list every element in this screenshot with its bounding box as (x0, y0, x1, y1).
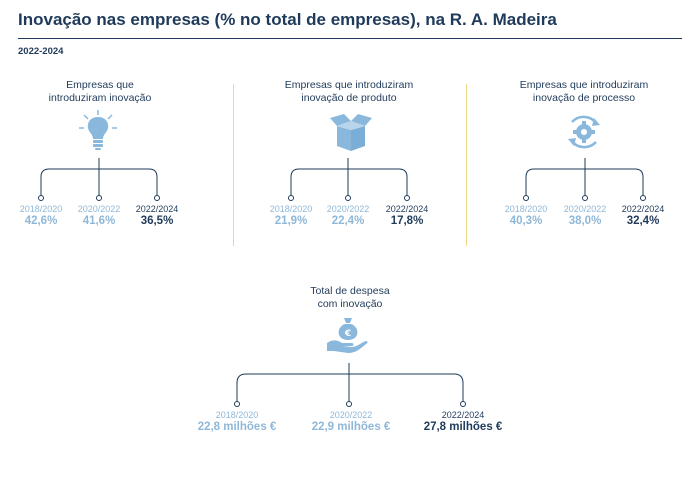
connector-tree (38, 158, 160, 201)
expense-period-value-2: 22,9 milhões € (311, 421, 391, 433)
panel-title-line1: Total de despesa (310, 285, 390, 297)
panel-title-line2: inovação de processo (532, 92, 636, 104)
lightbulb-icon (79, 110, 117, 150)
box-icon (330, 114, 372, 151)
period-value-3: 32,4% (626, 215, 660, 227)
connector-tree (288, 158, 410, 201)
panel-title: Empresas que introduziram inovação (0, 79, 200, 105)
period-label-2: 2020/2022 (563, 204, 607, 214)
period-value-2: 22,4% (331, 215, 365, 227)
panel-title: Empresas que introduziram inovação de pr… (249, 79, 449, 105)
connector-tree (523, 158, 646, 201)
panel-title-line1: Empresas que introduziram (519, 79, 649, 91)
gear-cycle-icon (568, 115, 600, 149)
panel-title-line2: com inovação (317, 298, 383, 310)
panel-innovation: Empresas que introduziram inovação 2018/… (0, 79, 200, 239)
title-underline (18, 38, 682, 39)
expense-period-value-1: 22,8 milhões € (197, 421, 277, 433)
panel-title-line1: Empresas que (66, 79, 134, 91)
panel-product-innovation: Empresas que introduziram inovação de pr… (249, 79, 449, 239)
expense-period-value-3: 27,8 milhões € (423, 421, 503, 433)
period-label-2: 2020/2022 (326, 204, 370, 214)
period-value-3: 17,8% (390, 215, 424, 227)
period-value-1: 21,9% (274, 215, 308, 227)
panel-title-line2: introduziram inovação (48, 92, 152, 104)
expense-period-label-2: 2020/2022 (329, 410, 373, 420)
panel-innovation-expense: Total de despesa com inovação € 2018/202… (150, 285, 550, 445)
period-label-3: 2022/2024 (621, 204, 665, 214)
panel-title: Total de despesa com inovação (150, 285, 550, 311)
period-label-3: 2022/2024 (385, 204, 429, 214)
svg-text:€: € (344, 329, 351, 339)
panel-title-line2: inovação de produto (301, 92, 397, 104)
panel-title-line1: Empresas que introduziram (284, 79, 414, 91)
expense-period-label-1: 2018/2020 (215, 410, 259, 420)
page-title: Inovação nas empresas (% no total de emp… (18, 10, 557, 29)
connector-tree (234, 363, 466, 407)
expense-period-label-3: 2022/2024 (441, 410, 485, 420)
period-value-1: 42,6% (24, 215, 58, 227)
divider-1 (233, 84, 234, 246)
period-value-1: 40,3% (509, 215, 543, 227)
divider-2 (466, 84, 467, 246)
period-value-2: 41,6% (82, 215, 116, 227)
period-label-1: 2018/2020 (504, 204, 548, 214)
period-label-2: 2020/2022 (77, 204, 121, 214)
period-value-3: 36,5% (140, 215, 174, 227)
period-label-1: 2018/2020 (269, 204, 313, 214)
period-value-2: 38,0% (568, 215, 602, 227)
period-label-1: 2018/2020 (19, 204, 63, 214)
period-label-3: 2022/2024 (135, 204, 179, 214)
panel-title: Empresas que introduziram inovação de pr… (484, 79, 684, 105)
period-label: 2022-2024 (18, 46, 64, 57)
money-bag-hand-icon: € (327, 318, 368, 353)
panel-process-innovation: Empresas que introduziram inovação de pr… (484, 79, 684, 239)
